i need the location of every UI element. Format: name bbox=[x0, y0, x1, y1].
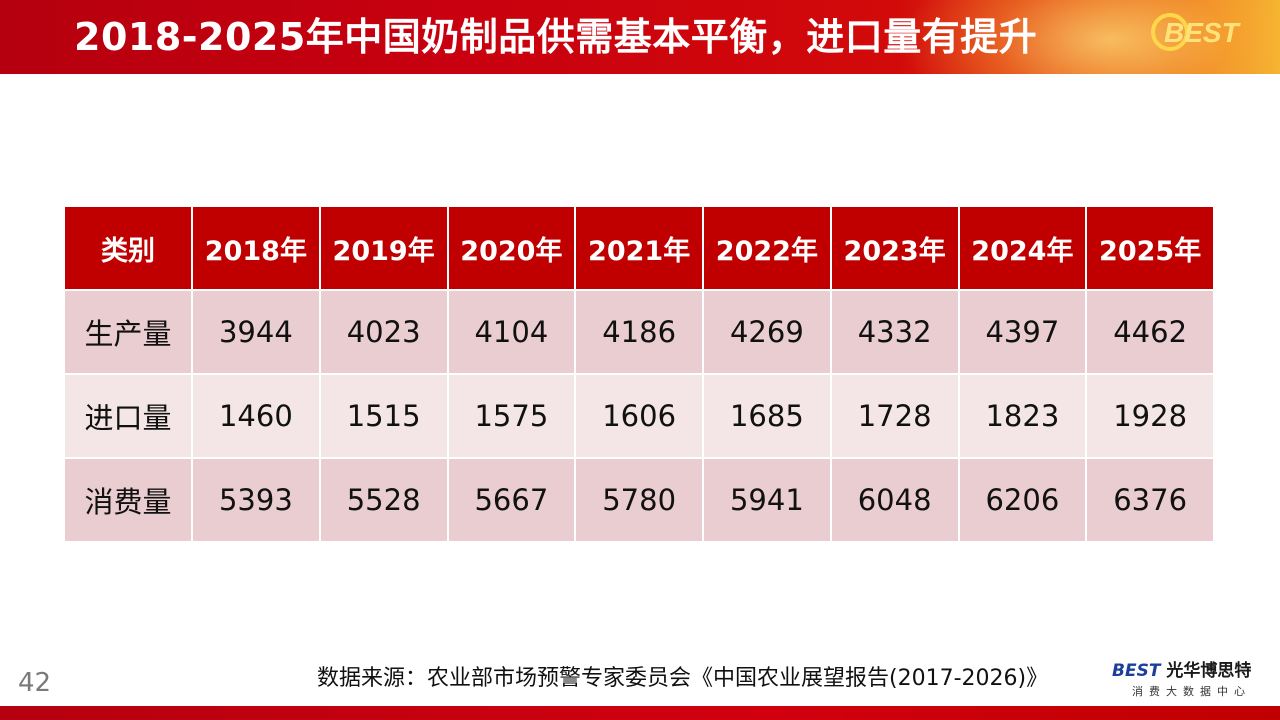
table-cell: 1606 bbox=[576, 375, 702, 457]
table-cell: 6048 bbox=[831, 459, 958, 541]
source-note: 数据来源：农业部市场预警专家委员会《中国农业展望报告(2017-2026)》 bbox=[317, 666, 1049, 691]
table-cell: 4104 bbox=[448, 291, 575, 373]
table-header-row: 类别 2018年 2019年 2020年 2021年 2022年 2023年 2… bbox=[65, 207, 1213, 289]
row-label: 消费量 bbox=[65, 459, 191, 541]
table-cell: 4186 bbox=[576, 291, 702, 373]
table-cell: 4023 bbox=[320, 291, 447, 373]
header-year: 2022年 bbox=[704, 207, 830, 289]
supply-demand-table: 类别 2018年 2019年 2020年 2021年 2022年 2023年 2… bbox=[63, 205, 1215, 543]
table-cell: 4332 bbox=[831, 291, 958, 373]
table-cell: 6376 bbox=[1087, 459, 1213, 541]
table-row-imports: 进口量 1460 1515 1575 1606 1685 1728 1823 1… bbox=[65, 375, 1213, 457]
page-title: 2018-2025年中国奶制品供需基本平衡，进口量有提升 bbox=[74, 15, 1038, 59]
header-year: 2024年 bbox=[959, 207, 1086, 289]
table-cell: 1575 bbox=[448, 375, 575, 457]
table-cell: 4397 bbox=[959, 291, 1086, 373]
footer-brand-logo: BEST 光华博思特 消费大数据中心 bbox=[1112, 656, 1272, 702]
brand-mark: BEST bbox=[1112, 661, 1161, 681]
best-logo: BEST bbox=[1151, 13, 1242, 51]
table-cell: 1728 bbox=[831, 375, 958, 457]
header-year: 2023年 bbox=[831, 207, 958, 289]
bottom-bar bbox=[0, 706, 1280, 720]
table-cell: 5528 bbox=[320, 459, 447, 541]
table-cell: 5667 bbox=[448, 459, 575, 541]
page-number: 42 bbox=[18, 668, 52, 698]
title-banner: 2018-2025年中国奶制品供需基本平衡，进口量有提升 BEST bbox=[0, 0, 1280, 74]
header-year: 2021年 bbox=[576, 207, 702, 289]
row-label: 生产量 bbox=[65, 291, 191, 373]
table-cell: 1515 bbox=[320, 375, 447, 457]
header-year: 2018年 bbox=[193, 207, 319, 289]
brand-name: 光华博思特 bbox=[1166, 661, 1252, 681]
table-cell: 1928 bbox=[1087, 375, 1213, 457]
table-cell: 3944 bbox=[193, 291, 319, 373]
row-label: 进口量 bbox=[65, 375, 191, 457]
table-cell: 5393 bbox=[193, 459, 319, 541]
banner-glow bbox=[900, 0, 1280, 74]
brand-subtitle: 消费大数据中心 bbox=[1132, 685, 1251, 698]
table-cell: 1823 bbox=[959, 375, 1086, 457]
header-year: 2019年 bbox=[320, 207, 447, 289]
table-cell: 1685 bbox=[704, 375, 830, 457]
table-cell: 4462 bbox=[1087, 291, 1213, 373]
table-cell: 6206 bbox=[959, 459, 1086, 541]
table-row-production: 生产量 3944 4023 4104 4186 4269 4332 4397 4… bbox=[65, 291, 1213, 373]
table-cell: 5780 bbox=[576, 459, 702, 541]
svg-text:BEST: BEST bbox=[1164, 17, 1242, 48]
header-category: 类别 bbox=[65, 207, 191, 289]
header-year: 2025年 bbox=[1087, 207, 1213, 289]
table-row-consumption: 消费量 5393 5528 5667 5780 5941 6048 6206 6… bbox=[65, 459, 1213, 541]
table-cell: 5941 bbox=[704, 459, 830, 541]
table-cell: 4269 bbox=[704, 291, 830, 373]
footer-brand-line: BEST 光华博思特 bbox=[1112, 656, 1272, 681]
table-cell: 1460 bbox=[193, 375, 319, 457]
header-year: 2020年 bbox=[448, 207, 575, 289]
